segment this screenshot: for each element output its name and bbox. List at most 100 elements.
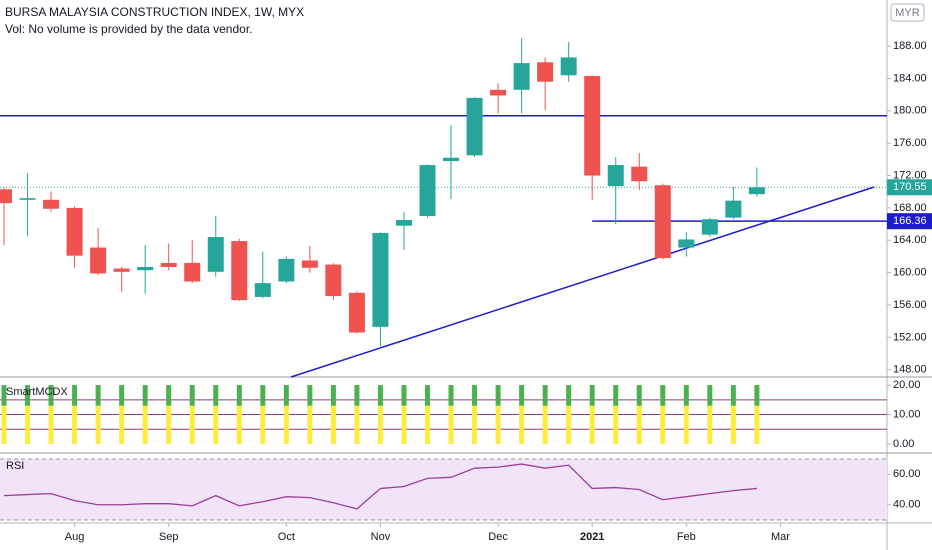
indicator-bar — [425, 405, 431, 445]
indicator-bar — [189, 385, 195, 406]
indicator-bar — [354, 405, 360, 445]
indicator-bar — [660, 405, 666, 445]
indicator-bar — [754, 385, 760, 406]
indicator-bar — [589, 405, 595, 445]
candle-body — [560, 57, 577, 76]
candle-body — [584, 76, 601, 176]
candle-body — [301, 260, 318, 268]
rsi-band — [0, 459, 887, 521]
indicator-bar — [377, 385, 383, 406]
indicator-bar — [707, 405, 713, 445]
y-tick-label: 40.00 — [893, 499, 921, 511]
indicator-bar — [636, 385, 642, 406]
candle-body — [66, 207, 83, 256]
indicator-bar — [425, 385, 431, 406]
indicator-bar — [730, 405, 736, 445]
candle-body — [395, 220, 412, 226]
candle-body — [490, 89, 507, 96]
indicator-bar — [660, 385, 666, 406]
indicator-bar — [25, 405, 31, 445]
y-tick-label: 172.00 — [893, 169, 927, 181]
indicator-bar — [95, 385, 101, 406]
indicator-bar — [589, 385, 595, 406]
candle-body — [419, 165, 436, 217]
indicator-bar — [1, 385, 7, 406]
candle-body — [0, 189, 12, 204]
indicator-bar — [1, 405, 7, 445]
indicator-bar — [236, 385, 242, 406]
indicator-bar — [213, 385, 219, 406]
chart-subtitle: Vol: No volume is provided by the data v… — [5, 22, 252, 36]
x-tick-label: Oct — [278, 531, 295, 543]
y-tick-label: 156.00 — [893, 299, 927, 311]
candle-body — [278, 258, 295, 282]
indicator-bar — [683, 405, 689, 445]
price-label: 170.55 — [893, 181, 927, 193]
candle-body — [654, 185, 671, 259]
y-tick-label: 152.00 — [893, 331, 927, 343]
candle-body — [372, 232, 389, 327]
indicator-bar — [283, 405, 289, 445]
y-tick-label: 148.00 — [893, 364, 927, 376]
indicator-bar — [166, 385, 172, 406]
pane-title: SmartMCDX — [6, 386, 68, 398]
indicator-bar — [354, 385, 360, 406]
indicator-bar — [707, 385, 713, 406]
y-tick-label: 176.00 — [893, 137, 927, 149]
candle-body — [631, 166, 648, 182]
pane-title: RSI — [6, 460, 24, 472]
price-label: 166.36 — [893, 215, 927, 227]
x-tick-label: Nov — [371, 531, 391, 543]
rsi-line — [3, 463, 757, 510]
indicator-bar — [48, 405, 54, 445]
candle-body — [19, 198, 36, 200]
indicator-bar — [730, 385, 736, 406]
candle-body — [725, 200, 742, 218]
indicator-bar — [613, 405, 619, 445]
y-tick-label: 0.00 — [893, 438, 914, 450]
indicator-bar — [260, 385, 266, 406]
indicator-bar — [519, 385, 525, 406]
indicator-bar — [636, 405, 642, 445]
candle-body — [607, 165, 624, 187]
indicator-bar — [189, 405, 195, 445]
y-tick-label: 164.00 — [893, 234, 927, 246]
indicator-bar — [401, 405, 407, 445]
indicator-bar — [236, 405, 242, 445]
x-tick-label: Sep — [159, 531, 179, 543]
indicator-bar — [307, 385, 313, 406]
candle-body — [443, 157, 460, 161]
y-tick-label: 160.00 — [893, 267, 927, 279]
candle-body — [254, 283, 271, 297]
y-tick-label: 10.00 — [893, 408, 921, 420]
currency-label[interactable]: MYR — [895, 7, 920, 19]
candle-body — [231, 241, 248, 301]
x-tick-label: 2021 — [580, 531, 604, 543]
indicator-bar — [142, 405, 148, 445]
candle-body — [678, 239, 695, 248]
indicator-bar — [72, 385, 78, 406]
plot-layer: 148.00 152.00 156.00 160.00 164.00 168.00 172.… — [0, 38, 932, 543]
indicator-bar — [330, 405, 336, 445]
indicator-bar — [330, 385, 336, 406]
indicator-bar — [283, 385, 289, 406]
y-tick-label: 180.00 — [893, 105, 927, 117]
x-tick-label: Mar — [771, 531, 790, 543]
x-tick-label: Feb — [677, 531, 696, 543]
indicator-bar — [683, 385, 689, 406]
price-label-box — [887, 179, 932, 196]
indicator-bar — [119, 385, 125, 406]
indicator-bar — [448, 385, 454, 406]
indicator-bar — [95, 405, 101, 445]
indicator-bar — [119, 405, 125, 445]
candle-body — [90, 247, 107, 274]
indicator-bar — [495, 385, 501, 406]
currency-box[interactable] — [890, 3, 925, 22]
candle-body — [466, 97, 483, 156]
indicator-bar — [472, 405, 478, 445]
indicator-bar — [72, 405, 78, 445]
candle-body — [537, 62, 554, 82]
candle-body — [348, 292, 365, 333]
